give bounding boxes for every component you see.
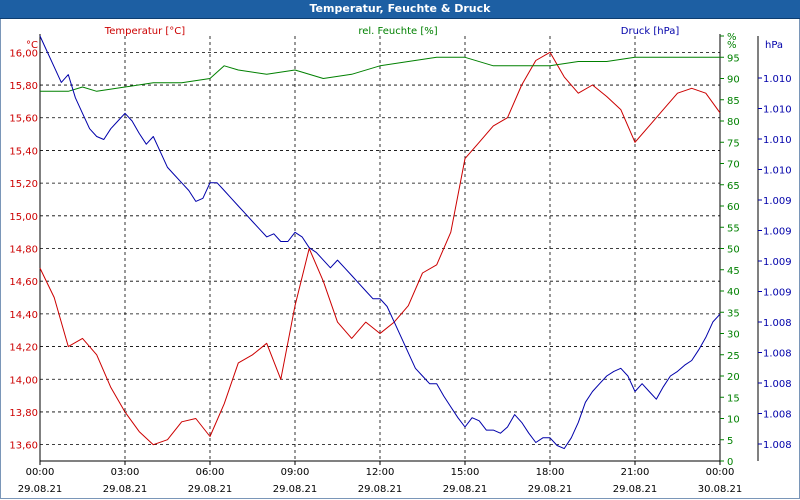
- time-tick-label: 18:00: [536, 467, 565, 478]
- humidity-tick-label: 40: [727, 287, 740, 298]
- pressure-tick-label: 1.008: [763, 318, 792, 329]
- time-tick-label: 06:00: [196, 467, 225, 478]
- date-tick-label: 29.08.21: [613, 484, 658, 495]
- temperature-tick-label: 13,80: [9, 408, 38, 419]
- pressure-axis: 1.008 1.008 1.008 1.008 1.008 1.009 1.009 1.009…: [758, 40, 792, 451]
- time-tick-label: 00:00: [706, 467, 735, 478]
- time-tick-label: 21:00: [621, 467, 650, 478]
- temperature-axis: 13,60 13,80 14,00 14,20 14,40 14,60 14,80 15,00…: [9, 40, 38, 452]
- humidity-axis: 0 5 10 15 20 25 30 35 40 45 50 55 60 65 70 75 80 85 90 95%%: [720, 32, 740, 468]
- humidity-tick-label: 10: [727, 415, 740, 426]
- temperature-tick-label: 14,40: [9, 310, 38, 321]
- temperature-tick-label: 15,20: [9, 179, 38, 190]
- pressure-tick-label: 1.010: [763, 166, 792, 177]
- humidity-tick-label: 75: [727, 138, 740, 149]
- humidity-tick-label: 50: [727, 245, 740, 256]
- date-tick-label: 29.08.21: [358, 484, 403, 495]
- series-legend: Temperatur [°C] rel. Feuchte [%] Druck [hP…: [104, 26, 680, 37]
- humidity-tick-label: %: [727, 32, 737, 43]
- temperature-tick-label: 14,80: [9, 245, 38, 256]
- date-tick-label: 29.08.21: [528, 484, 573, 495]
- pressure-tick-label: 1.009: [763, 288, 792, 299]
- temperature-tick-label: 16,00: [9, 48, 38, 59]
- date-tick-label: 29.08.21: [273, 484, 318, 495]
- humidity-tick-label: 5: [727, 436, 733, 447]
- date-tick-label: 29.08.21: [443, 484, 488, 495]
- temperature-tick-label: 13,60: [9, 441, 38, 452]
- pressure-tick-label: 1.010: [763, 105, 792, 116]
- humidity-unit-label: %: [727, 40, 737, 51]
- plot-border: [39, 34, 759, 462]
- humidity-tick-label: 60: [727, 202, 740, 213]
- humidity-tick-label: 30: [727, 330, 740, 341]
- time-axis: 00:00 29.08.21 03:00 29.08.21 06:00 29.08.21 0…: [18, 461, 743, 495]
- humidity-tick-label: 70: [727, 160, 740, 171]
- date-tick-label: 29.08.21: [188, 484, 233, 495]
- humidity-tick-label: 15: [727, 393, 740, 404]
- date-tick-label: 30.08.21: [698, 484, 743, 495]
- date-tick-label: 29.08.21: [18, 484, 63, 495]
- legend-humidity: rel. Feuchte [%]: [358, 26, 437, 37]
- pressure-tick-label: 1.008: [763, 440, 792, 451]
- temperature-tick-label: 15,40: [9, 146, 38, 157]
- humidity-tick-label: 45: [727, 266, 740, 277]
- humidity-tick-label: 80: [727, 117, 740, 128]
- humidity-tick-label: 35: [727, 308, 740, 319]
- series-lines: [39, 35, 721, 450]
- humidity-tick-label: 0: [727, 457, 733, 468]
- temperature-tick-label: 15,00: [9, 212, 38, 223]
- time-tick-label: 12:00: [366, 467, 395, 478]
- pressure-tick-label: 1.009: [763, 257, 792, 268]
- chart-title-bar: Temperatur, Feuchte & Druck: [0, 0, 800, 19]
- temperature-tick-label: 14,00: [9, 375, 38, 386]
- pressure-tick-label: 1.010: [763, 135, 792, 146]
- humidity-tick-label: 95: [727, 53, 740, 64]
- time-tick-label: 09:00: [281, 467, 310, 478]
- pressure-line: [39, 35, 721, 450]
- time-tick-label: 00:00: [26, 467, 55, 478]
- pressure-tick-label: 1.008: [763, 410, 792, 421]
- pressure-tick-label: 1.008: [763, 349, 792, 360]
- grid-lines: [40, 36, 720, 461]
- chart-title: Temperatur, Feuchte & Druck: [309, 2, 491, 15]
- legend-temperature: Temperatur [°C]: [104, 26, 185, 37]
- humidity-line: [40, 56, 720, 92]
- humidity-tick-label: 20: [727, 372, 740, 383]
- humidity-tick-label: 65: [727, 181, 740, 192]
- legend-pressure: Druck [hPa]: [621, 26, 680, 37]
- pressure-tick-label: 1.009: [763, 196, 792, 207]
- temperature-tick-label: 14,20: [9, 343, 38, 354]
- pressure-tick-label: 1.009: [763, 227, 792, 238]
- time-tick-label: 03:00: [111, 467, 140, 478]
- humidity-tick-label: 90: [727, 75, 740, 86]
- temperature-tick-label: 15,60: [9, 114, 38, 125]
- pressure-unit-label: hPa: [765, 40, 783, 51]
- temperature-unit-label: °C: [26, 40, 38, 51]
- time-tick-label: 15:00: [451, 467, 480, 478]
- humidity-tick-label: 55: [727, 223, 740, 234]
- humidity-tick-label: 25: [727, 351, 740, 362]
- humidity-tick-label: 85: [727, 96, 740, 107]
- date-tick-label: 29.08.21: [103, 484, 148, 495]
- pressure-tick-label: 1.010: [763, 74, 792, 85]
- pressure-tick-label: 1.008: [763, 379, 792, 390]
- temperature-tick-label: 15,80: [9, 81, 38, 92]
- temperature-tick-label: 14,60: [9, 277, 38, 288]
- temperature-line: [39, 51, 721, 446]
